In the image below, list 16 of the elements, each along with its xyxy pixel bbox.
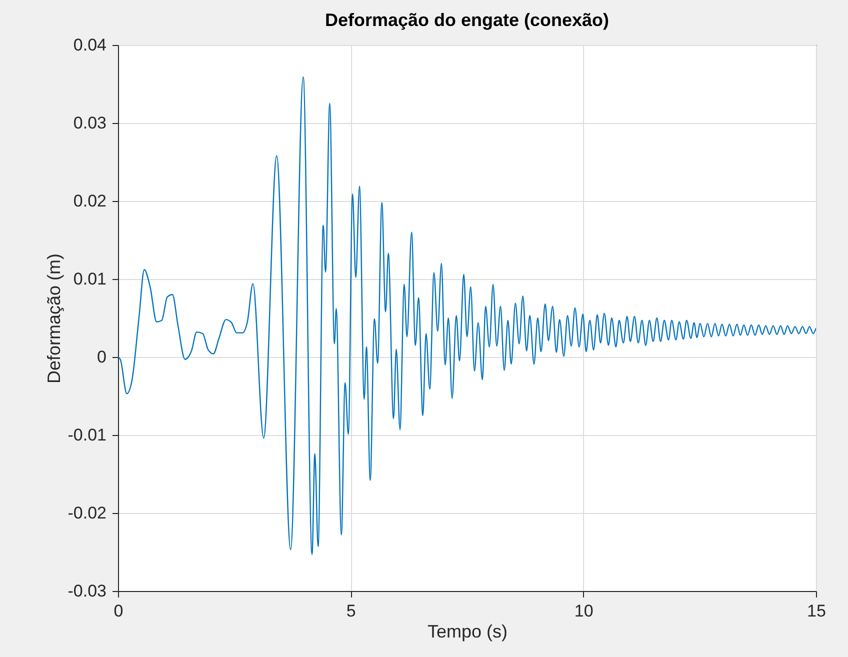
y-tick-label: -0.03 (68, 582, 106, 600)
y-tick-label: 0.02 (73, 192, 106, 210)
x-tick-label: 15 (807, 602, 826, 620)
line-series (118, 76, 816, 555)
x-tick-label: 0 (114, 602, 124, 620)
y-tick-label: 0 (97, 348, 106, 366)
y-tick-label: 0.01 (73, 270, 106, 288)
y-tick-label: 0.03 (73, 114, 106, 132)
y-tick-label: -0.01 (68, 426, 106, 444)
y-tick-label: 0.04 (73, 36, 106, 54)
x-axis-title: Tempo (s) (427, 622, 508, 642)
y-axis-title: Deformação (m) (44, 253, 64, 384)
x-tick-label: 10 (574, 602, 594, 620)
x-tick-label: 5 (346, 602, 356, 620)
chart-title: Deformação do engate (conexão) (324, 10, 610, 30)
y-tick-label: -0.02 (68, 504, 106, 522)
